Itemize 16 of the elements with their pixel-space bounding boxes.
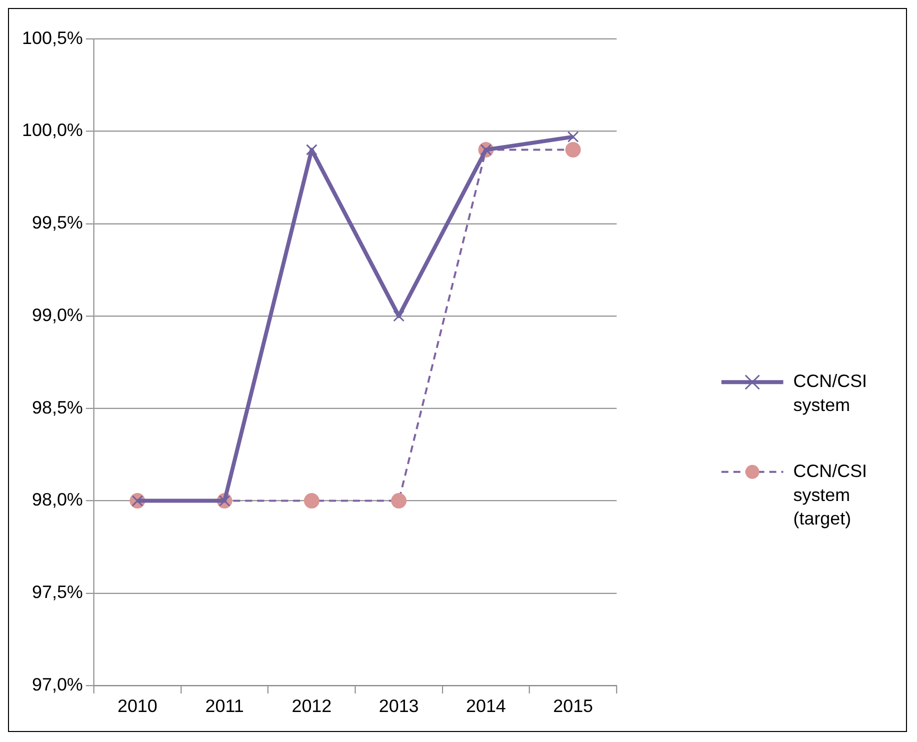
y-tick-label: 100,5% (22, 28, 83, 48)
x-tick-label: 2015 (553, 696, 594, 716)
legend-label: CCN/CSI system (793, 371, 868, 416)
x-tick-label: 2014 (466, 696, 506, 716)
legend-label: CCN/CSI system (target) (793, 460, 868, 529)
x-tick-label: 2012 (292, 696, 332, 716)
y-tick-label: 99,0% (32, 304, 83, 325)
y-tick-label: 97,0% (32, 674, 83, 694)
y-tick-label: 98,0% (32, 490, 83, 510)
x-tick-label: 2013 (378, 696, 419, 716)
y-tick-label: 97,5% (32, 582, 83, 602)
y-tick-label: 100,0% (22, 120, 83, 140)
x-tick-label: 2011 (205, 696, 244, 716)
y-tick-label: 99,5% (32, 212, 83, 233)
y-tick-label: 98,5% (32, 397, 83, 418)
x-tick-label: 2010 (117, 696, 158, 716)
